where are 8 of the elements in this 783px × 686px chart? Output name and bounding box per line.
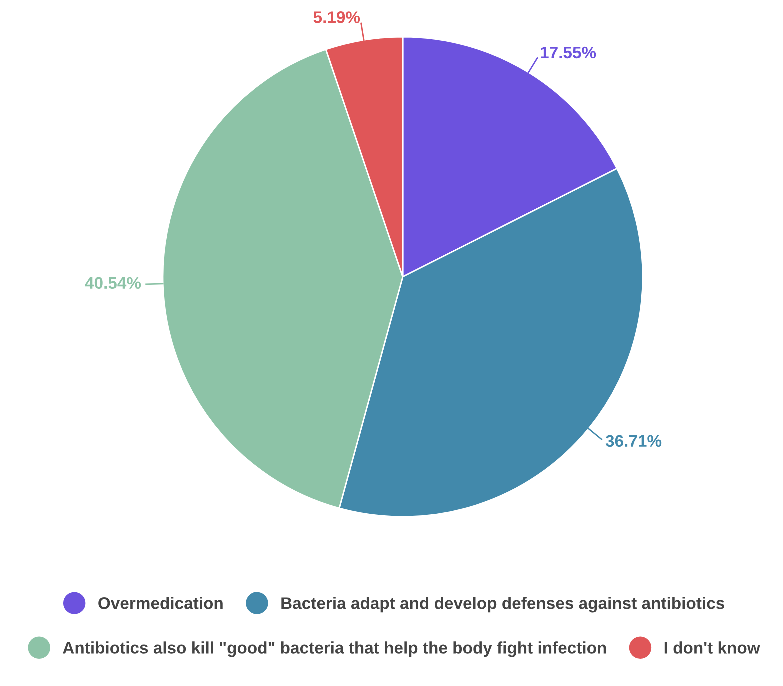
legend-label: Antibiotics also kill "good" bacteria that help the body fight infection	[63, 642, 606, 658]
data-label: 36.71%	[606, 435, 662, 448]
legend-label: Overmedication	[98, 597, 223, 610]
data-label: 40.54%	[85, 277, 142, 290]
data-label: 5.19%	[314, 12, 360, 24]
legend-label: I don't know	[664, 642, 760, 654]
data-label: 17.55%	[541, 46, 596, 59]
legend-label: Bacteria adapt and develop defenses against antibiotics	[282, 597, 724, 613]
